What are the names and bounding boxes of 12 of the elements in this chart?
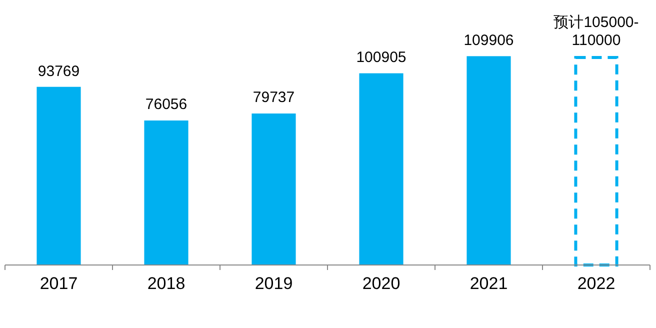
x-tick-label: 2020	[361, 274, 402, 294]
data-label: 79737	[252, 89, 296, 108]
x-tick-label: 2019	[254, 274, 294, 294]
data-label: 76056	[144, 96, 188, 114]
x-tick-label: 2017	[38, 274, 79, 294]
x-tick-label: 2021	[468, 274, 509, 294]
x-tick-label: 2022	[576, 274, 616, 294]
data-label: 109906	[462, 32, 515, 50]
data-label: 预计105000-110000	[552, 14, 640, 50]
data-label: 100905	[355, 49, 408, 68]
data-label: 93769	[36, 62, 81, 81]
x-tick-label: 2018	[146, 274, 186, 294]
